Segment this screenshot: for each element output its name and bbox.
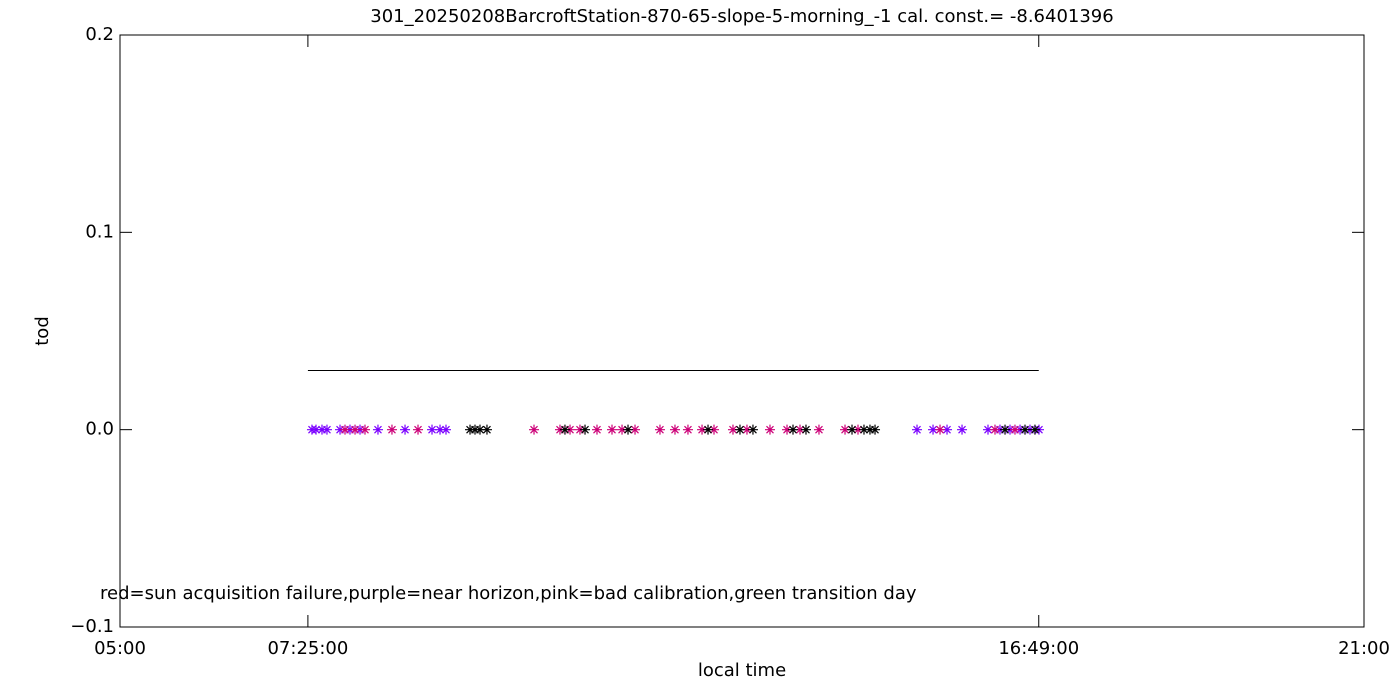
data-point — [623, 424, 634, 435]
data-point — [591, 424, 602, 435]
data-point — [574, 424, 585, 435]
data-point — [983, 424, 994, 435]
data-point — [957, 424, 968, 435]
x-tick-label: 07:25:00 — [267, 638, 348, 659]
data-point — [1009, 424, 1020, 435]
data-point — [764, 424, 775, 435]
data-point — [989, 424, 1000, 435]
data-point — [858, 424, 869, 435]
data-point — [321, 424, 332, 435]
y-axis-label: tod — [32, 316, 53, 346]
data-point — [795, 424, 806, 435]
data-point — [741, 424, 752, 435]
x-tick-label: 05:00 — [94, 638, 146, 659]
data-point — [1020, 424, 1031, 435]
data-point — [935, 424, 946, 435]
x-tick-label: 21:00 — [1338, 638, 1390, 659]
data-point — [311, 424, 322, 435]
chart-title: 301_20250208BarcroftStation-870-65-slope… — [370, 6, 1113, 27]
y-tick-label: 0.1 — [85, 221, 114, 242]
data-point — [669, 424, 680, 435]
data-point — [682, 424, 693, 435]
data-point — [697, 424, 708, 435]
data-point — [788, 424, 799, 435]
data-point — [734, 424, 745, 435]
x-tick-label: 16:49:00 — [998, 638, 1079, 659]
data-point — [1029, 424, 1040, 435]
data-point — [747, 424, 758, 435]
data-point — [474, 424, 485, 435]
data-point — [350, 424, 361, 435]
data-point — [413, 424, 424, 435]
data-point — [481, 424, 492, 435]
data-point — [340, 424, 351, 435]
data-point — [427, 424, 438, 435]
y-tick-label: 0.2 — [85, 24, 114, 45]
data-point — [529, 424, 540, 435]
data-point — [840, 424, 851, 435]
data-point — [617, 424, 628, 435]
data-point — [912, 424, 923, 435]
data-point — [800, 424, 811, 435]
data-point — [709, 424, 720, 435]
x-axis-label: local time — [698, 660, 786, 681]
data-point — [853, 424, 864, 435]
data-point — [630, 424, 641, 435]
data-point — [782, 424, 793, 435]
data-point — [864, 424, 875, 435]
data-point — [813, 424, 824, 435]
data-point — [654, 424, 665, 435]
data-point — [559, 424, 570, 435]
data-point — [435, 424, 446, 435]
data-point — [942, 424, 953, 435]
data-point — [1000, 424, 1011, 435]
y-tick-label: 0.0 — [85, 419, 114, 440]
data-point — [580, 424, 591, 435]
data-point — [928, 424, 939, 435]
data-point — [441, 424, 452, 435]
plot-frame — [119, 34, 1365, 628]
data-point — [372, 424, 383, 435]
data-point — [386, 424, 397, 435]
data-point — [870, 424, 881, 435]
data-point — [607, 424, 618, 435]
data-point — [565, 424, 576, 435]
data-point — [359, 424, 370, 435]
annotation: red=sun acquisition failure,purple=near … — [100, 583, 917, 604]
data-point — [847, 424, 858, 435]
data-point — [400, 424, 411, 435]
data-point — [703, 424, 714, 435]
y-tick-label: −0.1 — [70, 616, 114, 637]
data-point — [727, 424, 738, 435]
